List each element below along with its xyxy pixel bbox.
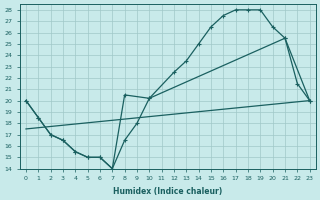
X-axis label: Humidex (Indice chaleur): Humidex (Indice chaleur): [113, 187, 222, 196]
